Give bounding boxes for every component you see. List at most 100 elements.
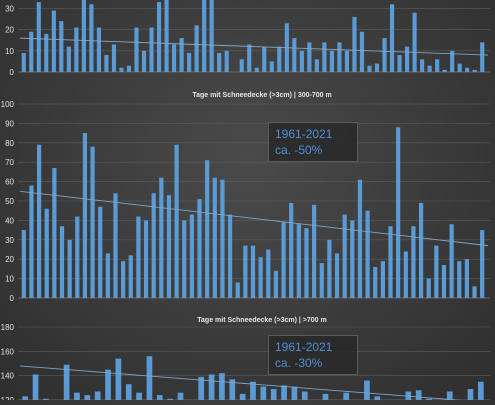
y-tick-label: 90 bbox=[5, 119, 14, 128]
bar bbox=[98, 206, 103, 298]
bar bbox=[146, 356, 153, 400]
bar bbox=[344, 50, 350, 72]
bar bbox=[319, 263, 324, 298]
bar bbox=[277, 46, 282, 72]
bar bbox=[457, 63, 462, 72]
bar bbox=[281, 222, 286, 298]
bar bbox=[59, 226, 65, 298]
bar bbox=[465, 67, 470, 72]
bar bbox=[449, 224, 454, 298]
bar bbox=[59, 21, 64, 73]
bar bbox=[121, 261, 126, 298]
bar bbox=[143, 220, 149, 298]
bar bbox=[82, 133, 88, 298]
bar bbox=[189, 214, 194, 298]
bar bbox=[334, 253, 340, 298]
bar bbox=[388, 226, 393, 298]
bar bbox=[397, 55, 402, 72]
bar bbox=[239, 393, 246, 400]
bar bbox=[343, 392, 350, 400]
bar bbox=[415, 390, 422, 400]
bar bbox=[359, 31, 365, 72]
y-tick-label: 10 bbox=[5, 47, 14, 56]
bar bbox=[357, 179, 363, 298]
bar bbox=[258, 257, 263, 298]
bar bbox=[412, 12, 417, 72]
bar bbox=[266, 249, 271, 298]
bar bbox=[314, 59, 319, 72]
bar bbox=[405, 46, 410, 72]
bar bbox=[22, 396, 29, 400]
y-tick-label: 60 bbox=[5, 178, 14, 187]
bar bbox=[350, 220, 355, 298]
bar bbox=[220, 179, 225, 298]
bar bbox=[136, 392, 142, 400]
bar bbox=[411, 226, 416, 298]
bar bbox=[327, 239, 332, 298]
bar bbox=[426, 398, 432, 400]
bar bbox=[367, 65, 372, 72]
bar bbox=[156, 2, 162, 73]
bar bbox=[21, 230, 26, 298]
bar bbox=[205, 160, 210, 298]
bar bbox=[243, 245, 248, 298]
bar bbox=[21, 52, 26, 72]
bar bbox=[337, 42, 342, 72]
bar bbox=[262, 46, 267, 72]
bar bbox=[307, 42, 312, 72]
bar bbox=[44, 208, 49, 298]
bar bbox=[380, 261, 385, 298]
annotation-period: 1961-2021 bbox=[275, 340, 333, 354]
bar bbox=[374, 63, 380, 72]
bar bbox=[151, 193, 156, 298]
bar bbox=[74, 392, 80, 400]
bar bbox=[177, 392, 184, 400]
bar bbox=[480, 42, 485, 72]
bar bbox=[299, 50, 304, 72]
bar bbox=[84, 395, 91, 400]
trend-line bbox=[19, 37, 489, 56]
bar bbox=[289, 202, 294, 298]
bar bbox=[227, 214, 233, 298]
bar bbox=[434, 245, 439, 298]
y-tick-label: 100 bbox=[1, 100, 15, 109]
bar bbox=[480, 230, 485, 298]
bar bbox=[90, 146, 95, 298]
bar bbox=[128, 255, 133, 298]
bar bbox=[126, 65, 132, 72]
trend-line bbox=[19, 190, 489, 247]
bar bbox=[66, 46, 71, 72]
y-tick-label: 180 bbox=[1, 323, 15, 332]
y-tick-label: 30 bbox=[5, 4, 14, 13]
bar bbox=[182, 220, 187, 298]
annotation-change: ca. -30% bbox=[275, 356, 323, 370]
chart-title-300-700m: Tage mit Schneedecke (>3cm) | 300-700 m bbox=[192, 92, 331, 99]
bar bbox=[51, 10, 56, 73]
bar bbox=[202, 0, 207, 72]
bar bbox=[174, 144, 179, 298]
bar bbox=[119, 67, 124, 72]
bar bbox=[342, 214, 347, 298]
bar bbox=[426, 278, 431, 298]
bar bbox=[281, 385, 287, 400]
bar bbox=[254, 67, 259, 72]
bar bbox=[198, 376, 205, 400]
bar bbox=[194, 25, 199, 72]
bar bbox=[94, 391, 101, 400]
bar bbox=[472, 286, 477, 298]
y-tick-label: 30 bbox=[5, 236, 14, 245]
y-tick-label: 10 bbox=[5, 275, 14, 284]
y-tick-label: 40 bbox=[5, 216, 14, 225]
bar bbox=[159, 177, 164, 298]
bar bbox=[270, 389, 277, 400]
bar bbox=[435, 59, 440, 72]
bar bbox=[187, 52, 192, 72]
bar bbox=[29, 31, 34, 72]
bar bbox=[464, 259, 470, 298]
bar bbox=[219, 373, 225, 400]
bar bbox=[32, 374, 39, 400]
chart-panel-top: 0 10 20 30 bbox=[5, 0, 490, 77]
bar bbox=[179, 38, 184, 72]
y-tick-label: 160 bbox=[1, 347, 15, 356]
